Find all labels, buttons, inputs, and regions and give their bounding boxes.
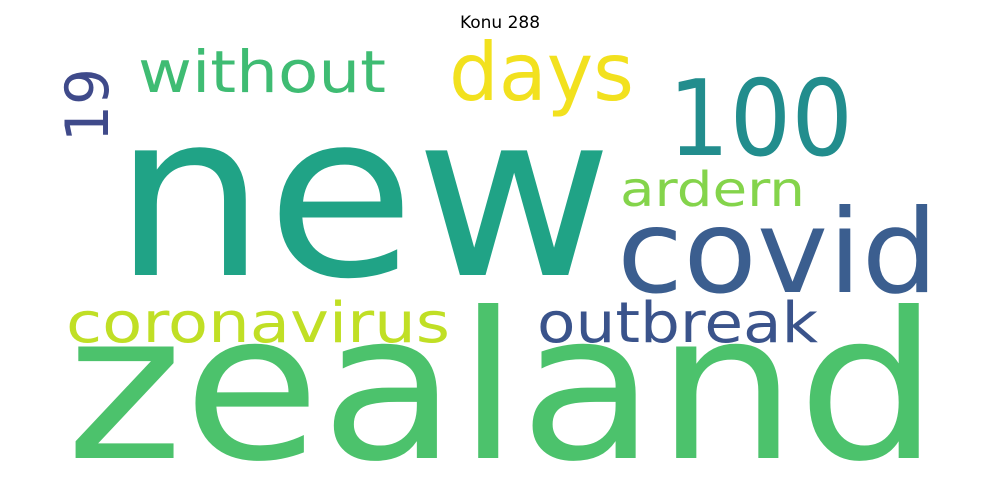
- word-covid: covid: [617, 185, 938, 320]
- word-without: without: [138, 38, 386, 106]
- word-coronavirus: coronavirus: [66, 291, 450, 356]
- word-100: 100: [668, 58, 853, 180]
- word-outbreak: outbreak: [537, 291, 819, 356]
- word-19: 19: [53, 68, 123, 142]
- word-zealand: zealand: [66, 270, 939, 500]
- word-ardern: ardern: [620, 162, 805, 218]
- word-new: new: [113, 63, 613, 329]
- figure-title: Konu 288: [459, 13, 541, 33]
- word-days: days: [449, 26, 634, 119]
